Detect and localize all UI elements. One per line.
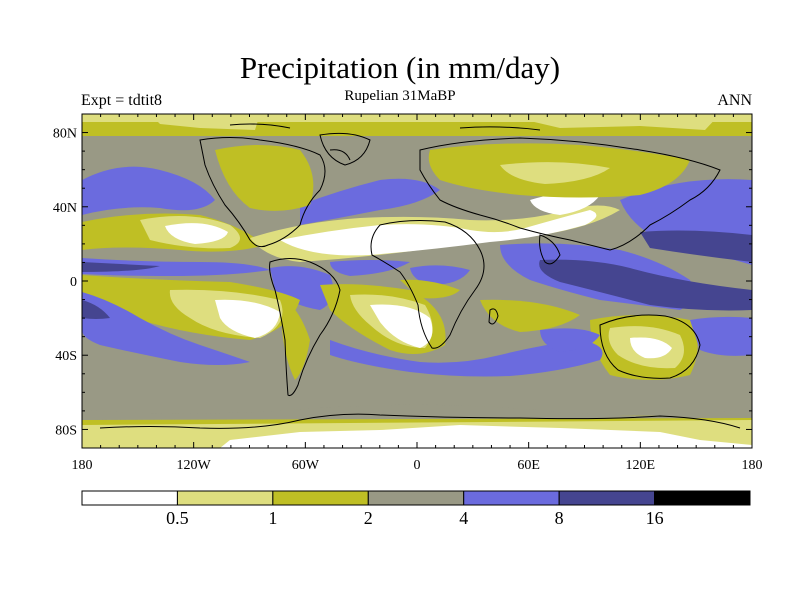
- andes-dry: [282, 300, 310, 380]
- madagascar-coast: [488, 308, 499, 325]
- tasman-blue: [690, 316, 752, 356]
- south-atlantic-blue: [330, 340, 603, 377]
- x-tick-label: 60E: [517, 458, 540, 473]
- y-tick-label: 40N: [53, 201, 77, 216]
- colorbar-swatch: [81, 490, 178, 506]
- africa-coast: [370, 220, 485, 349]
- y-tick-label: 80S: [55, 423, 77, 438]
- y-tick-label: 0: [70, 275, 77, 290]
- x-axis: 180 120W 60W 0 60E 120E 180: [72, 114, 763, 473]
- arabia-desert: [530, 192, 600, 215]
- south-indian-blue: [540, 328, 600, 352]
- west-africa-coast: [400, 279, 460, 299]
- x-tick-label: 60W: [292, 458, 320, 473]
- y-tick-label: 80N: [53, 127, 77, 142]
- y-tick-label: 40S: [55, 349, 77, 364]
- chart-subtitle: Rupelian 31MaBP: [344, 88, 456, 104]
- south-america-wet: [270, 266, 334, 310]
- north-america-coast: [199, 137, 326, 248]
- south-pacific-blue: [82, 292, 250, 365]
- colorbar-swatch: [654, 490, 751, 506]
- colorbar-level-label: 2: [364, 508, 373, 528]
- colorbar-swatch: [463, 490, 560, 506]
- colorbar-level-label: 16: [646, 508, 664, 528]
- equatorial-africa-wet: [410, 265, 470, 285]
- x-tick-label: 0: [414, 458, 421, 473]
- east-pacific-desert: [165, 223, 228, 244]
- colorbar-swatch: [176, 490, 274, 506]
- colorbar: 0.5 1 2 4 8 16: [81, 490, 751, 528]
- sahara-desert: [280, 210, 597, 256]
- eurasia-coast: [419, 137, 721, 251]
- arctic-islands: [229, 123, 541, 161]
- colorbar-level-label: 8: [555, 508, 564, 528]
- north-polar-light-patches: [150, 114, 720, 130]
- season-label: ANN: [717, 92, 752, 109]
- eurasia-light: [500, 162, 610, 184]
- colorbar-swatch: [558, 490, 656, 506]
- australia-desert: [630, 337, 672, 359]
- colorbar-level-label: 0.5: [166, 508, 189, 528]
- south-gray-wave: [82, 404, 752, 420]
- antarctic-dry: [220, 425, 752, 448]
- india-coast: [539, 234, 561, 265]
- south-atlantic-desert: [370, 304, 433, 348]
- north-atlantic-storm-track: [300, 178, 440, 225]
- precip-field: [82, 114, 752, 448]
- south-indian-dry: [480, 299, 580, 332]
- antarctica-coast: [99, 413, 741, 429]
- colorbar-level-label: 4: [459, 508, 468, 528]
- experiment-label: Expt = tdtit8: [81, 92, 163, 109]
- colorbar-level-label: 1: [268, 508, 277, 528]
- south-pacific-core: [82, 300, 110, 319]
- y-axis: 80N 40N 0 40S 80S: [53, 113, 752, 449]
- greenland-coast: [319, 132, 371, 166]
- south-america-coast: [269, 258, 341, 396]
- colorbar-swatch: [367, 490, 465, 506]
- south-pacific-desert: [215, 299, 280, 338]
- west-pacific-core: [640, 230, 752, 262]
- itcz-pacific: [82, 258, 270, 276]
- x-tick-label: 120E: [626, 458, 656, 473]
- coastlines: [99, 123, 741, 429]
- north-pacific-storm-track: [82, 166, 215, 215]
- indian-ocean-core: [539, 259, 752, 311]
- itcz-pacific-core: [82, 262, 160, 272]
- australia-coast: [599, 314, 701, 379]
- chart-title: Precipitation (in mm/day): [239, 50, 561, 85]
- x-tick-label: 180: [72, 458, 93, 473]
- colorbar-swatch: [272, 490, 369, 506]
- itcz-atlantic: [330, 260, 410, 276]
- north-america-interior: [215, 145, 314, 211]
- x-tick-label: 180: [742, 458, 763, 473]
- x-tick-label: 120W: [177, 458, 212, 473]
